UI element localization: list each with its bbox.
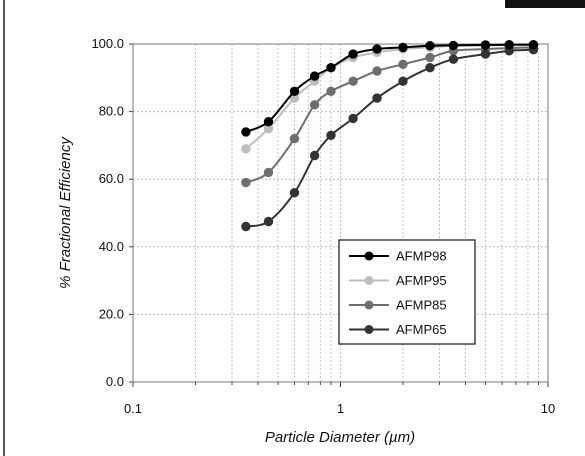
data-point xyxy=(263,216,274,227)
data-point xyxy=(504,40,514,50)
data-point xyxy=(263,117,274,127)
data-point xyxy=(289,133,300,144)
x-tick-label: 1 xyxy=(337,401,344,416)
data-point xyxy=(448,40,459,51)
data-point xyxy=(528,40,539,50)
data-point xyxy=(263,167,274,178)
data-point xyxy=(372,66,382,76)
y-tick-label: 0.0 xyxy=(106,374,124,389)
series-afmp98 xyxy=(241,40,539,137)
plot-border xyxy=(132,43,549,383)
data-point xyxy=(326,62,336,73)
y-axis-label: % Fractional Efficiency xyxy=(57,136,74,289)
data-point xyxy=(348,49,358,59)
data-point xyxy=(425,41,435,51)
frame-corner-block xyxy=(505,0,585,8)
data-point xyxy=(309,71,320,81)
data-point xyxy=(480,40,491,50)
legend-label: AFMP98 xyxy=(396,249,447,264)
data-point xyxy=(480,49,491,59)
y-tick-labels: 0.0 20.0 40.0 60.0 80.0 100.0 xyxy=(91,36,124,389)
legend-marker xyxy=(364,300,374,310)
data-point xyxy=(309,100,320,110)
data-point xyxy=(348,76,358,86)
data-point xyxy=(241,221,251,232)
x-axis-label: Particle Diameter (µm) xyxy=(265,429,415,446)
legend: AFMP98 AFMP95 AFMP85 AFMP65 xyxy=(338,239,476,345)
legend-label: AFMP65 xyxy=(396,322,447,337)
legend-label: AFMP95 xyxy=(396,273,447,288)
legend-marker xyxy=(364,251,374,261)
data-point xyxy=(398,59,408,70)
y-tick-label: 100.0 xyxy=(91,36,124,51)
data-point xyxy=(241,144,251,154)
data-point xyxy=(309,150,320,161)
data-point xyxy=(372,93,382,103)
y-tick-label: 40.0 xyxy=(99,239,124,254)
y-tick-label: 60.0 xyxy=(99,171,124,186)
data-point xyxy=(289,188,300,198)
data-point xyxy=(326,86,336,97)
data-point xyxy=(241,127,251,137)
data-point xyxy=(326,130,336,141)
data-point xyxy=(289,86,300,97)
data-point xyxy=(425,62,435,73)
data-point xyxy=(348,113,358,124)
x-tick-label: 0.1 xyxy=(124,401,142,416)
data-point xyxy=(398,76,408,86)
data-point xyxy=(372,44,382,54)
y-tick-label: 20.0 xyxy=(99,306,124,321)
legend-box xyxy=(338,239,476,345)
series-group xyxy=(241,40,539,232)
y-tick-label: 80.0 xyxy=(99,104,124,119)
data-point xyxy=(398,42,408,53)
legend-marker xyxy=(364,276,374,285)
frame-left-border xyxy=(3,0,5,456)
series-afmp65 xyxy=(241,45,539,232)
legend-marker xyxy=(364,325,374,334)
x-tick-labels: 0.1 1 10 xyxy=(124,401,555,416)
legend-label: AFMP85 xyxy=(396,298,447,313)
x-tick-label: 10 xyxy=(541,401,555,416)
data-point xyxy=(425,52,435,63)
data-point xyxy=(241,177,251,188)
data-point xyxy=(448,54,459,64)
